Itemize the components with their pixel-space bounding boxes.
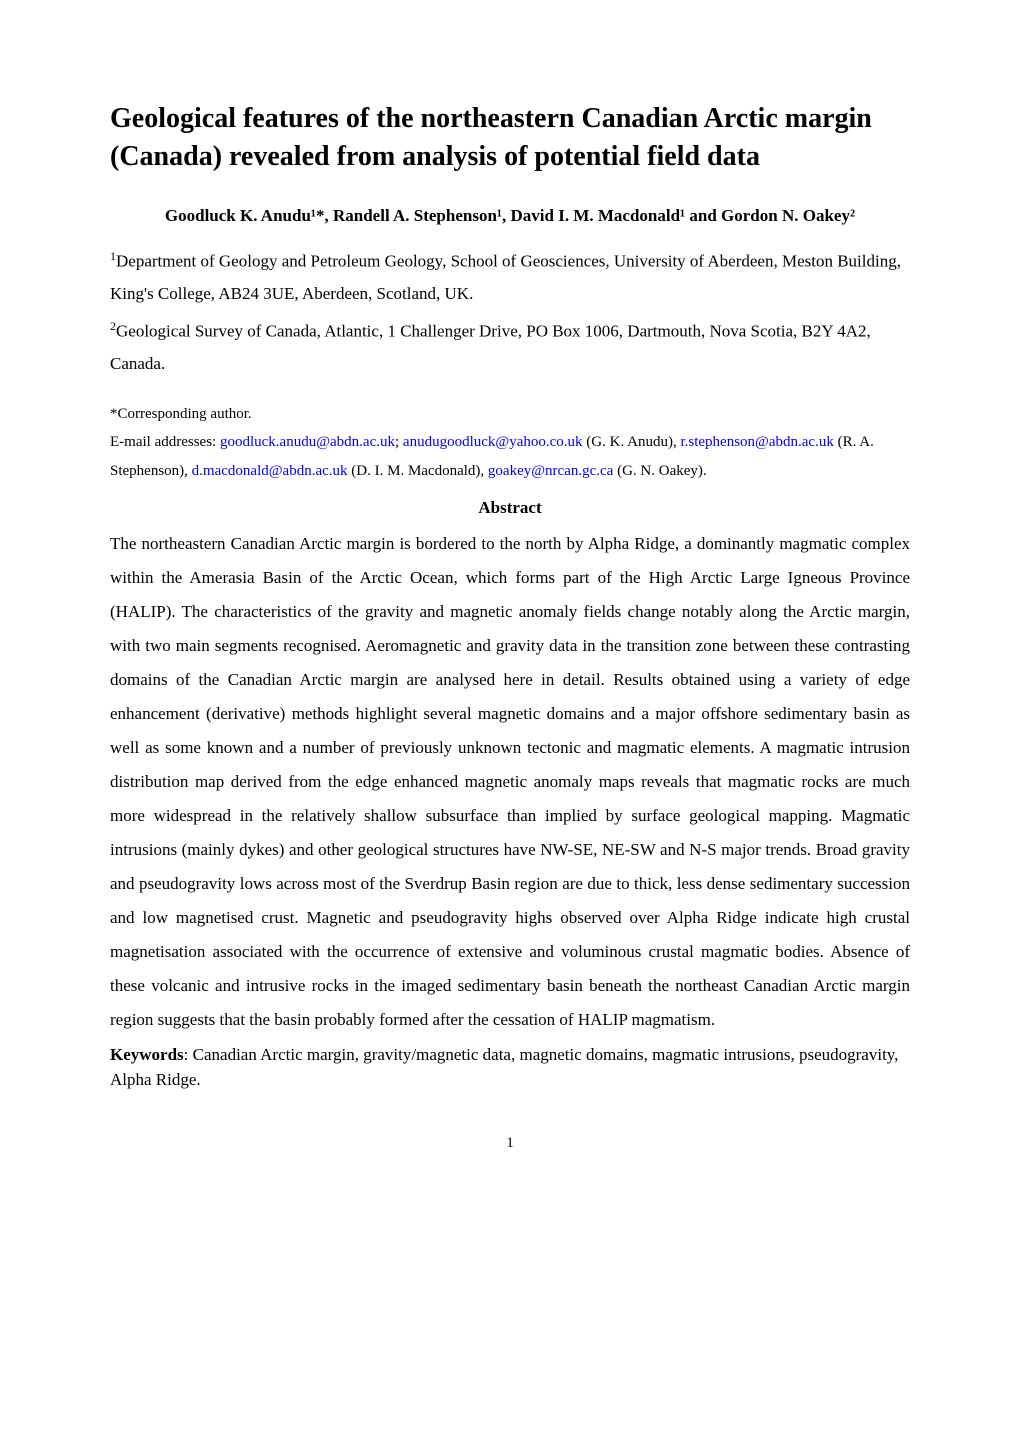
paper-title: Geological features of the northeastern …: [110, 100, 910, 176]
email-suffix-1: (G. K. Anudu),: [583, 434, 681, 450]
keywords-line: Keywords: Canadian Arctic margin, gravit…: [110, 1043, 910, 1092]
email-anudu-2: anudugoodluck@yahoo.co.uk: [403, 434, 583, 450]
email-oakey: goakey@nrcan.gc.ca: [488, 463, 613, 479]
abstract-body: The northeastern Canadian Arctic margin …: [110, 527, 910, 1037]
email-suffix-3: (D. I. M. Macdonald),: [348, 463, 488, 479]
affiliation-2-text: Geological Survey of Canada, Atlantic, 1…: [110, 321, 871, 372]
email-addresses: E-mail addresses: goodluck.anudu@abdn.ac…: [110, 428, 910, 485]
keywords-text: : Canadian Arctic margin, gravity/magnet…: [110, 1045, 898, 1089]
authors-line: Goodluck K. Anudu¹*, Randell A. Stephens…: [110, 204, 910, 228]
keywords-label: Keywords: [110, 1045, 184, 1064]
page-number: 1: [110, 1132, 910, 1155]
email-sep-1: ;: [395, 434, 403, 450]
abstract-heading: Abstract: [110, 495, 910, 521]
corresponding-author-note: *Corresponding author.: [110, 400, 910, 429]
email-anudu-1: goodluck.anudu@abdn.ac.uk: [220, 434, 395, 450]
affiliation-2: 2Geological Survey of Canada, Atlantic, …: [110, 315, 910, 380]
email-macdonald: d.macdonald@abdn.ac.uk: [192, 463, 348, 479]
affiliation-1: 1Department of Geology and Petroleum Geo…: [110, 245, 910, 310]
email-prefix: E-mail addresses:: [110, 434, 220, 450]
email-suffix-4: (G. N. Oakey).: [613, 463, 706, 479]
affiliation-1-text: Department of Geology and Petroleum Geol…: [110, 252, 901, 303]
email-stephenson: r.stephenson@abdn.ac.uk: [680, 434, 833, 450]
